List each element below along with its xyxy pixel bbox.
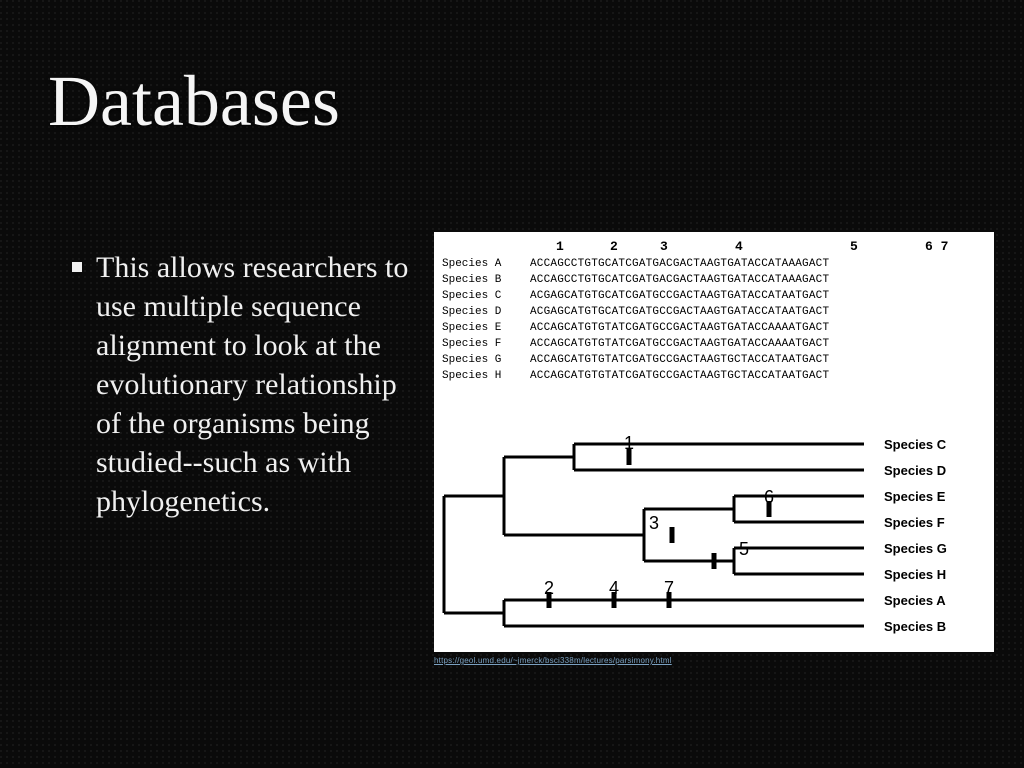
svg-text:Species C: Species C xyxy=(884,437,947,452)
bullet-marker xyxy=(72,262,82,272)
svg-text:ACCAGCCTGTGCATCGATGACGACTAAGTG: ACCAGCCTGTGCATCGATGACGACTAAGTGATACCATAAA… xyxy=(530,258,829,270)
svg-text:Species H: Species H xyxy=(884,567,946,582)
svg-text:ACCAGCATGTGTATCGATGCCGACTAAGTG: ACCAGCATGTGTATCGATGCCGACTAAGTGATACCAAAAT… xyxy=(530,338,829,350)
svg-text:3: 3 xyxy=(649,513,659,533)
svg-text:Species A: Species A xyxy=(442,258,502,270)
svg-text:Species C: Species C xyxy=(442,290,502,302)
image-citation-link[interactable]: https://geol.umd.edu/~jmerck/bsci338m/le… xyxy=(434,656,672,665)
svg-text:5: 5 xyxy=(850,239,858,254)
svg-text:5: 5 xyxy=(739,539,749,559)
svg-text:ACGAGCATGTGCATCGATGCCGACTAAGTG: ACGAGCATGTGCATCGATGCCGACTAAGTGATACCATAAT… xyxy=(530,306,829,318)
svg-text:4: 4 xyxy=(735,239,743,254)
svg-text:Species A: Species A xyxy=(884,593,946,608)
svg-text:Species E: Species E xyxy=(884,489,946,504)
svg-text:Species H: Species H xyxy=(442,370,501,382)
body-paragraph: This allows researchers to use multiple … xyxy=(96,248,426,521)
svg-text:Species G: Species G xyxy=(442,354,501,366)
svg-text:1: 1 xyxy=(556,239,564,254)
svg-text:Species G: Species G xyxy=(884,541,947,556)
svg-text:Species B: Species B xyxy=(442,274,502,286)
svg-text:ACGAGCATGTGCATCGATGCCGACTAAGTG: ACGAGCATGTGCATCGATGCCGACTAAGTGATACCATAAT… xyxy=(530,290,829,302)
svg-text:ACCAGCATGTGTATCGATGCCGACTAAGTG: ACCAGCATGTGTATCGATGCCGACTAAGTGATACCAAAAT… xyxy=(530,322,829,334)
slide-title: Databases xyxy=(48,60,340,143)
svg-text:6 7: 6 7 xyxy=(925,239,948,254)
svg-text:2: 2 xyxy=(610,239,618,254)
svg-text:ACCAGCCTGTGCATCGATGACGACTAAGTG: ACCAGCCTGTGCATCGATGACGACTAAGTGATACCATAAA… xyxy=(530,274,829,286)
svg-text:Species F: Species F xyxy=(442,338,501,350)
svg-text:Species E: Species E xyxy=(442,322,502,334)
svg-text:ACCAGCATGTGTATCGATGCCGACTAAGTG: ACCAGCATGTGTATCGATGCCGACTAAGTGCTACCATAAT… xyxy=(530,354,829,366)
svg-text:Species D: Species D xyxy=(442,306,502,318)
svg-text:Species B: Species B xyxy=(884,619,946,634)
svg-text:3: 3 xyxy=(660,239,668,254)
svg-text:Species D: Species D xyxy=(884,463,946,478)
alignment-phylogeny-figure: 1 2 3 4 5 6 7 Species A ACCAGCCTGTGCATCGATGACGA… xyxy=(434,232,994,652)
figure-svg: 1 2 3 4 5 6 7 Species A ACCAGCCTGTGCATCGATGACGA… xyxy=(434,232,994,652)
svg-text:ACCAGCATGTGTATCGATGCCGACTAAGTG: ACCAGCATGTGTATCGATGCCGACTAAGTGCTACCATAAT… xyxy=(530,370,829,382)
svg-text:Species F: Species F xyxy=(884,515,945,530)
